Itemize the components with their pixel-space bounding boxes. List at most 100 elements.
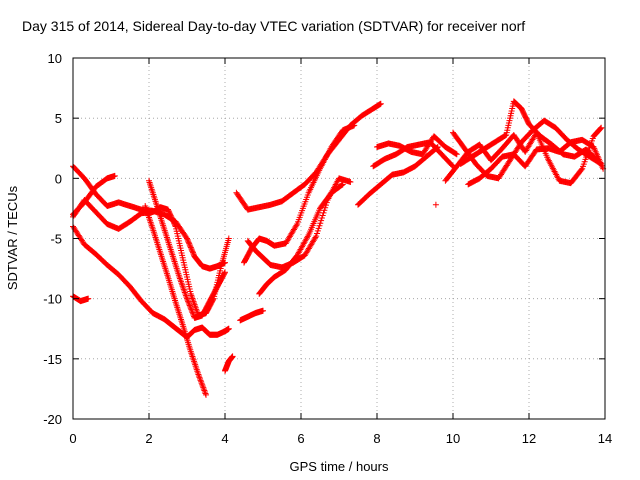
data-point <box>188 245 195 252</box>
x-tick-label: 8 <box>373 431 380 446</box>
data-point <box>351 122 358 129</box>
data-point <box>186 301 193 308</box>
data-point <box>338 181 345 188</box>
data-point <box>320 209 327 216</box>
data-point <box>200 386 207 393</box>
data-point <box>578 166 585 173</box>
data-point <box>197 375 204 382</box>
data-point <box>185 239 192 246</box>
ticks: 0 2 4 6 8 10 12 14 -20 -15 -10 -5 0 5 10 <box>43 51 612 446</box>
y-tick-label: -20 <box>43 412 62 427</box>
data-point <box>198 378 205 385</box>
data-point <box>185 298 192 305</box>
data-point <box>189 249 196 256</box>
data-point <box>222 269 228 276</box>
data-point <box>319 212 326 219</box>
data-point <box>314 227 321 234</box>
data-point <box>111 172 118 179</box>
data-point <box>195 372 202 379</box>
data-points <box>70 98 607 398</box>
data-point <box>229 353 236 360</box>
y-tick-label: -15 <box>43 352 62 367</box>
data-point <box>186 240 193 247</box>
chart-title: Day 315 of 2014, Sidereal Day-to-day VTE… <box>22 18 525 34</box>
data-point <box>186 241 193 248</box>
data-series <box>465 136 607 188</box>
data-point <box>597 125 604 132</box>
data-point <box>318 217 325 224</box>
data-point <box>185 299 192 306</box>
data-point <box>225 325 232 332</box>
data-point <box>304 233 311 240</box>
data-point <box>184 235 190 242</box>
data-point <box>317 220 324 227</box>
data-point <box>225 235 232 242</box>
data-point <box>188 306 195 313</box>
data-point <box>184 297 191 304</box>
data-point <box>199 381 206 388</box>
data-point <box>453 151 460 158</box>
data-point <box>184 295 190 302</box>
data-point <box>186 302 193 309</box>
data-point <box>188 308 195 315</box>
data-point <box>189 248 196 255</box>
data-point <box>432 201 439 208</box>
y-tick-label: 10 <box>48 51 62 66</box>
y-tick-label: 0 <box>55 171 62 186</box>
data-point <box>314 230 321 237</box>
y-axis-label: SDTVAR / TECUs <box>5 185 20 290</box>
x-tick-label: 4 <box>221 431 228 446</box>
x-axis-label: GPS time / hours <box>290 459 389 474</box>
data-point <box>187 305 194 312</box>
data-point <box>321 207 328 214</box>
data-point <box>221 270 228 277</box>
x-tick-label: 6 <box>297 431 304 446</box>
data-point <box>172 222 179 229</box>
y-tick-label: -10 <box>43 292 62 307</box>
data-series <box>241 122 358 266</box>
data-series <box>237 307 266 324</box>
data-point <box>293 222 300 229</box>
data-point <box>449 162 456 169</box>
data-point <box>187 303 194 310</box>
data-point <box>313 233 320 240</box>
data-point <box>597 125 604 132</box>
data-point <box>196 374 203 381</box>
data-series <box>146 177 228 321</box>
data-point <box>502 132 509 139</box>
x-tick-label: 14 <box>598 431 612 446</box>
data-series <box>355 144 441 208</box>
data-point <box>339 181 346 188</box>
data-point <box>312 234 319 241</box>
data-series <box>142 203 209 398</box>
data-point <box>190 250 197 257</box>
data-series <box>256 181 346 297</box>
data-point <box>598 124 605 131</box>
data-point <box>189 310 196 317</box>
data-series <box>222 353 236 374</box>
data-point <box>452 150 459 157</box>
data-point <box>316 222 323 229</box>
data-point <box>197 377 204 384</box>
data-point <box>187 244 194 251</box>
y-tick-label: -5 <box>50 232 62 247</box>
x-tick-label: 0 <box>69 431 76 446</box>
data-point <box>315 225 322 232</box>
data-point <box>201 389 208 396</box>
x-tick-label: 2 <box>145 431 152 446</box>
data-point <box>200 384 207 391</box>
data-point <box>189 309 196 316</box>
data-point <box>199 383 206 390</box>
data-series <box>432 201 439 208</box>
data-point <box>187 243 194 250</box>
x-tick-label: 10 <box>446 431 460 446</box>
y-tick-label: 5 <box>55 111 62 126</box>
data-point <box>318 215 325 222</box>
data-point <box>202 390 209 397</box>
data-point <box>85 295 92 302</box>
data-point <box>201 387 208 394</box>
data-point <box>195 371 202 378</box>
data-point <box>377 100 384 107</box>
